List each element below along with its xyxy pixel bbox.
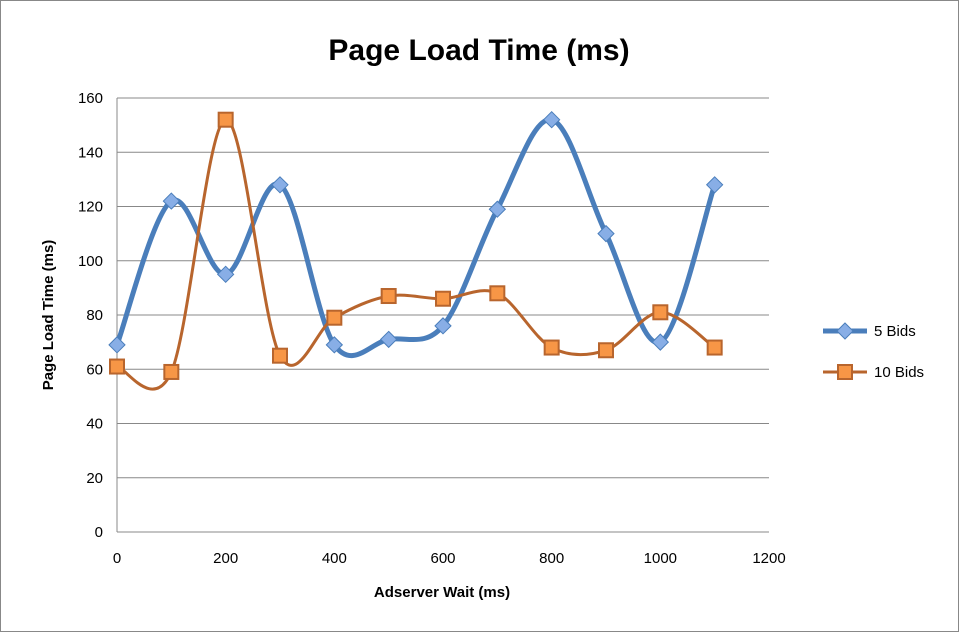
data-point-diamond [162,192,181,210]
x-tick-label: 800 [539,550,564,567]
y-tick-label: 80 [86,307,103,324]
data-point-diamond [216,265,235,284]
y-tick-label: 100 [78,253,103,270]
data-point-square [272,347,288,364]
x-tick-label: 200 [213,550,238,567]
data-point-square [706,339,723,356]
data-point-diamond [271,176,289,194]
legend-label: 5 Bids [874,323,916,340]
data-point-diamond [542,110,561,129]
data-point-square [598,342,614,359]
x-tick-label: 1200 [752,550,785,567]
data-point-diamond [597,224,615,243]
data-point-diamond [705,176,724,194]
data-point-square [837,364,853,380]
data-point-diamond [325,336,344,354]
legend-label: 10 Bids [874,364,924,381]
data-point-square [489,285,506,302]
x-tick-label: 1000 [644,550,677,567]
data-point-diamond [651,333,670,351]
data-point-diamond [379,330,398,349]
y-tick-label: 60 [86,361,103,378]
y-tick-label: 120 [78,199,103,216]
data-point-square [543,339,560,356]
data-point-square [109,358,125,375]
y-axis-label: Page Load Time (ms) [40,240,57,391]
chart-title: Page Load Time (ms) [328,34,629,67]
series-line [114,117,718,359]
data-point-diamond [434,317,452,335]
x-tick-label: 0 [113,550,121,567]
data-point-square [163,363,180,380]
data-point-square [380,288,397,305]
data-point-square [326,309,343,326]
x-tick-label: 400 [322,550,347,567]
data-point-diamond [488,200,507,218]
data-point-diamond [836,322,854,340]
data-point-diamond [108,336,126,354]
data-point-square [652,304,669,321]
series-5-bids [108,110,724,359]
series-10-bids [109,111,723,391]
y-tick-label: 40 [86,416,103,433]
data-point-square [217,111,234,128]
legend-item: 10 Bids [823,364,924,381]
legend-item: 5 Bids [823,322,916,340]
y-tick-label: 0 [95,524,103,541]
x-tick-label: 600 [430,550,455,567]
y-tick-label: 140 [78,144,103,161]
y-tick-label: 20 [86,470,103,487]
data-point-square [435,290,451,307]
x-axis-label: Adserver Wait (ms) [374,584,510,601]
y-tick-label: 160 [78,90,103,107]
